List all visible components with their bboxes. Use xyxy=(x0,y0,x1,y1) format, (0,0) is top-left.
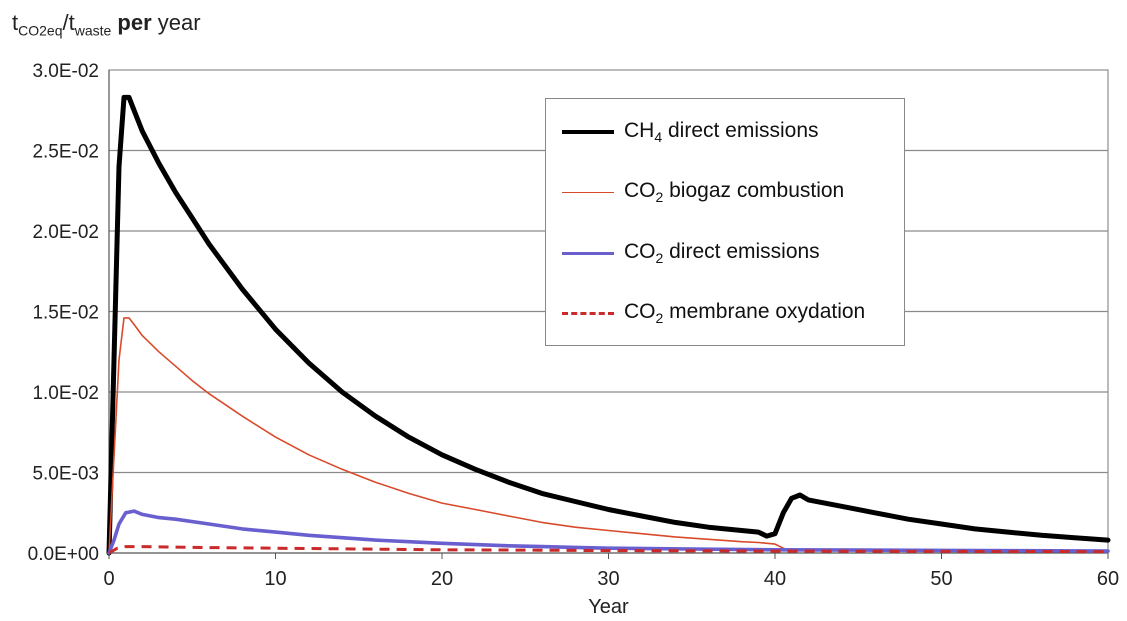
y-axis-label: tCO2eq/twaste per year xyxy=(12,10,201,38)
series-co2-biogaz-combustion xyxy=(108,317,793,554)
y-tick-labels: 0.0E+00 5.0E-03 1.0E-02 1.5E-02 2.0E-02 2.5E-… xyxy=(28,61,99,565)
x-tick-label: 40 xyxy=(764,568,786,590)
y-tick-label: 2.5E-02 xyxy=(32,142,99,163)
legend-item-co2-membrane: CO2 membrane oxydation xyxy=(562,298,865,328)
legend-item-co2-biogaz: CO2 biogaz combustion xyxy=(562,177,844,207)
legend-swatch xyxy=(562,251,614,255)
legend-swatch xyxy=(562,130,614,134)
y-label-suffix: year xyxy=(151,10,201,35)
legend: CH4 direct emissions CO2 biogaz combusti… xyxy=(545,98,905,346)
x-axis-label: Year xyxy=(588,596,629,618)
legend-label: CO2 membrane oxydation xyxy=(624,299,866,327)
x-tick-label: 60 xyxy=(1097,568,1119,590)
legend-swatch xyxy=(562,311,614,315)
series-co2-membrane-oxydation xyxy=(108,545,1109,555)
y-label-sub1: CO2eq xyxy=(18,22,63,39)
x-tick-labels: 0 10 20 30 40 50 60 xyxy=(103,568,1119,590)
legend-label: CO2 biogaz combustion xyxy=(624,178,845,206)
series-ch4-direct-emissions xyxy=(106,94,1111,556)
y-tick-label: 2.0E-02 xyxy=(32,222,99,243)
y-label-sub2: waste xyxy=(74,22,112,39)
legend-item-co2-direct: CO2 direct emissions xyxy=(562,238,820,268)
x-tick-label: 30 xyxy=(597,568,619,590)
legend-swatch xyxy=(562,191,614,193)
y-tick-label: 3.0E-02 xyxy=(32,61,99,82)
series-lines xyxy=(106,94,1111,556)
y-label-base: t xyxy=(12,10,19,35)
y-tick-label: 5.0E-03 xyxy=(32,464,99,485)
y-label-suffix-bold: per xyxy=(111,10,152,35)
x-tick-label: 10 xyxy=(264,568,286,590)
x-tick-label: 0 xyxy=(103,568,114,590)
legend-label: CO2 direct emissions xyxy=(624,239,820,267)
y-tick-label: 0.0E+00 xyxy=(28,544,99,565)
x-tick-label: 20 xyxy=(431,568,453,590)
y-tick-label: 1.5E-02 xyxy=(32,303,99,324)
series-co2-direct-emissions xyxy=(107,509,1110,555)
legend-item-ch4-direct: CH4 direct emissions xyxy=(562,117,819,147)
x-tick-label: 50 xyxy=(930,568,952,590)
legend-label: CH4 direct emissions xyxy=(624,118,819,146)
y-label-sep: /t xyxy=(62,10,75,35)
y-tick-label: 1.0E-02 xyxy=(32,383,99,404)
